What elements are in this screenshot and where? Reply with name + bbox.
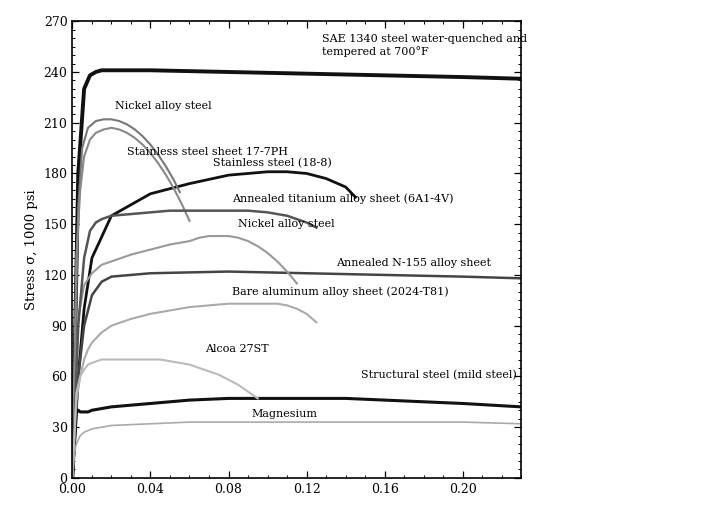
Text: Alcoa 27ST: Alcoa 27ST bbox=[205, 345, 269, 354]
Text: Magnesium: Magnesium bbox=[252, 409, 318, 419]
Text: Nickel alloy steel: Nickel alloy steel bbox=[238, 219, 335, 229]
Text: Stainless steel (18-8): Stainless steel (18-8) bbox=[213, 158, 332, 168]
Text: Stainless steel sheet 17-7PH: Stainless steel sheet 17-7PH bbox=[127, 147, 288, 157]
Text: Annealed N-155 alloy sheet: Annealed N-155 alloy sheet bbox=[336, 258, 491, 268]
Text: Bare aluminum alloy sheet (2024-T81): Bare aluminum alloy sheet (2024-T81) bbox=[232, 286, 449, 297]
Text: Nickel alloy steel: Nickel alloy steel bbox=[115, 101, 212, 111]
Y-axis label: Stress σ, 1000 psi: Stress σ, 1000 psi bbox=[25, 189, 38, 310]
Text: Structural steel (mild steel): Structural steel (mild steel) bbox=[361, 370, 517, 380]
Text: Annealed titanium alloy sheet (6A1-4V): Annealed titanium alloy sheet (6A1-4V) bbox=[232, 193, 454, 204]
Text: SAE 1340 steel water-quenched and
tempered at 700°F: SAE 1340 steel water-quenched and temper… bbox=[322, 34, 527, 57]
